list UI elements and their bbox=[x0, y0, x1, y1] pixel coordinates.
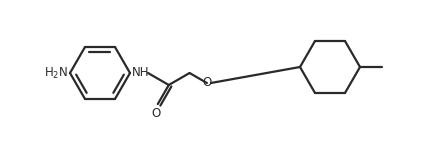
Text: NH: NH bbox=[132, 66, 150, 78]
Text: O: O bbox=[202, 77, 212, 89]
Text: H$_2$N: H$_2$N bbox=[44, 65, 68, 81]
Text: O: O bbox=[151, 107, 160, 120]
